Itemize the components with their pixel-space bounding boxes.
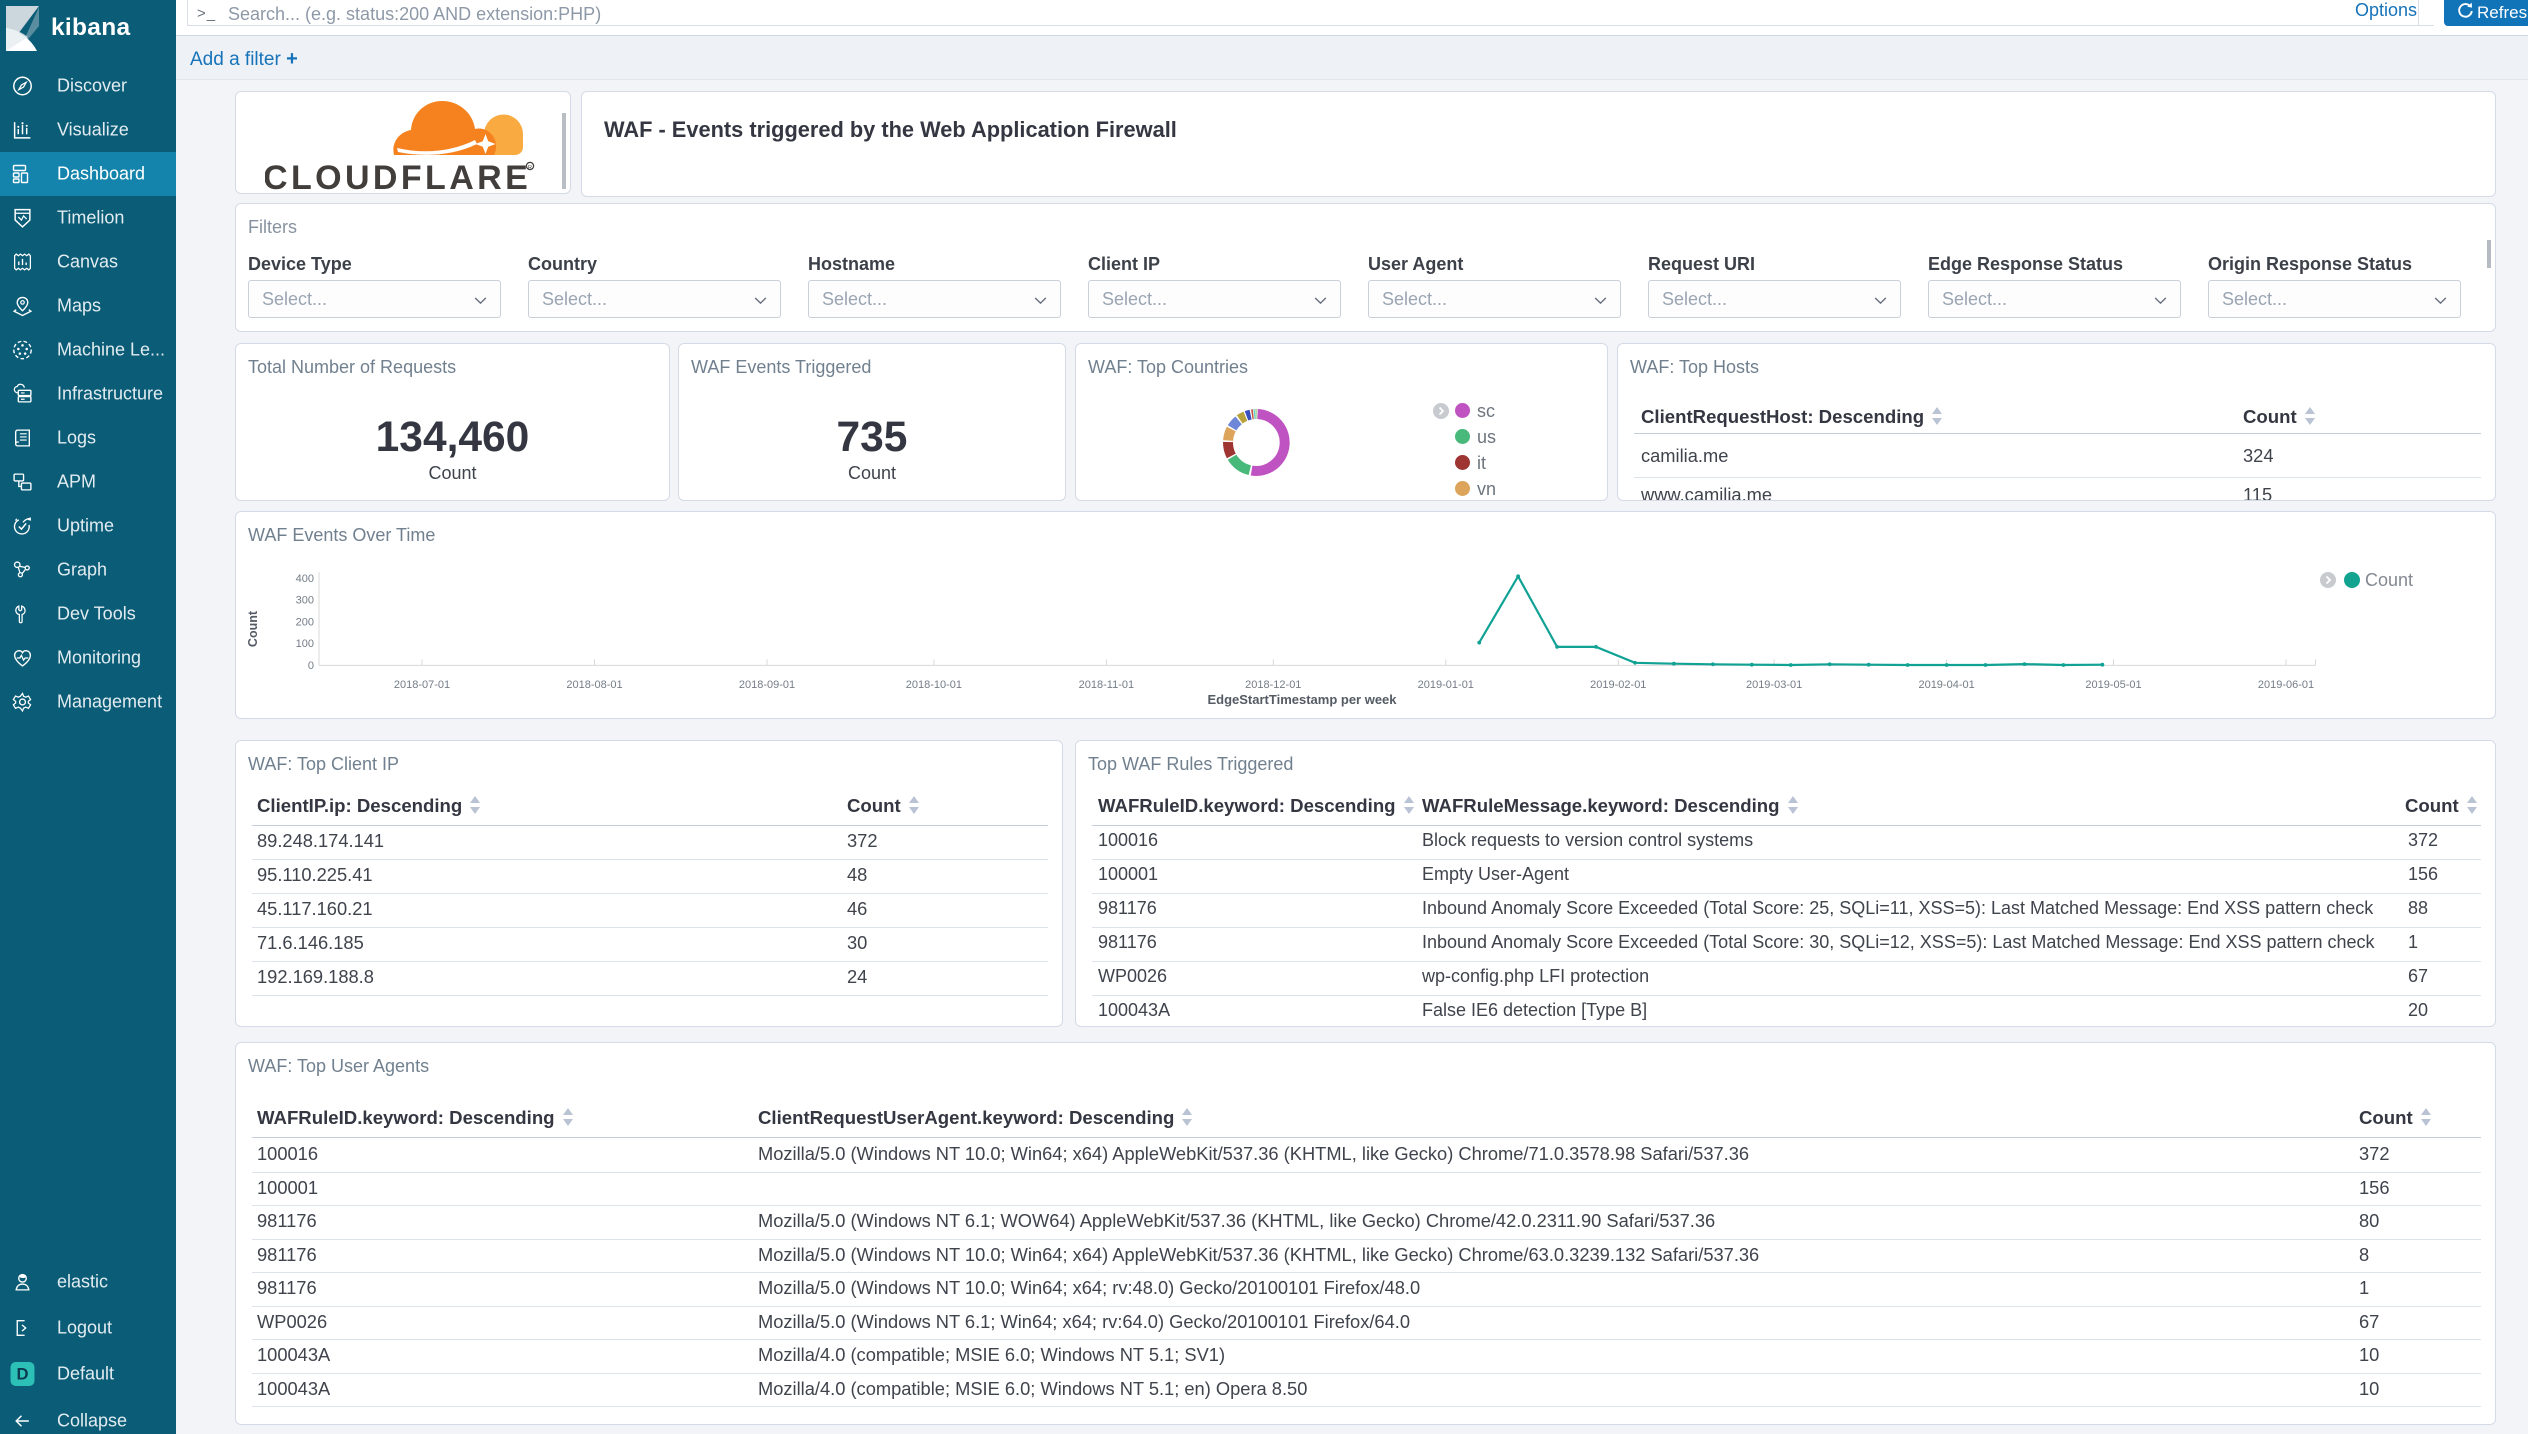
svg-text:2019-01-01: 2019-01-01 [1418,679,1474,691]
svg-text:2018-10-01: 2018-10-01 [906,679,962,691]
svg-text:D: D [16,1365,28,1384]
svg-text:CLOUDFLARE: CLOUDFLARE [265,159,531,191]
svg-text:400: 400 [296,573,314,585]
svg-text:100: 100 [296,638,314,650]
svg-text:2018-07-01: 2018-07-01 [394,679,450,691]
svg-text:2019-04-01: 2019-04-01 [1918,679,1974,691]
svg-text:2019-05-01: 2019-05-01 [2085,679,2141,691]
svg-text:2018-09-01: 2018-09-01 [739,679,795,691]
svg-text:Count: Count [246,610,260,647]
svg-text:300: 300 [296,595,314,607]
svg-text:2019-03-01: 2019-03-01 [1746,679,1802,691]
svg-text:2018-11-01: 2018-11-01 [1079,679,1134,691]
svg-text:200: 200 [296,616,314,628]
svg-text:2019-02-01: 2019-02-01 [1590,679,1646,691]
svg-text:R: R [528,165,532,171]
svg-text:2018-12-01: 2018-12-01 [1245,679,1301,691]
svg-text:0: 0 [308,660,314,672]
svg-text:2018-08-01: 2018-08-01 [566,679,622,691]
svg-text:EdgeStartTimestamp per week: EdgeStartTimestamp per week [1207,692,1397,707]
svg-text:2019-06-01: 2019-06-01 [2258,679,2314,691]
